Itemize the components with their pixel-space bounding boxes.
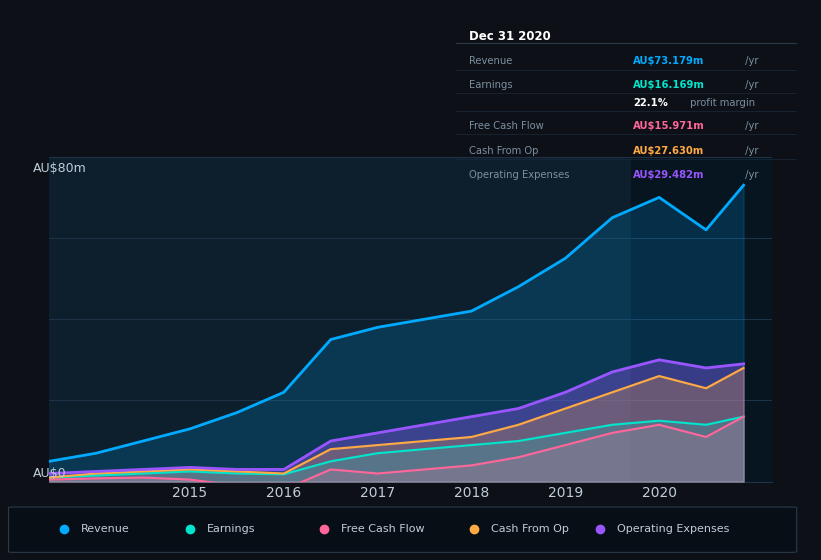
- Bar: [631, 157, 772, 482]
- FancyBboxPatch shape: [8, 507, 796, 552]
- Text: AU$0: AU$0: [33, 466, 67, 480]
- Text: Revenue: Revenue: [81, 524, 130, 534]
- Text: Earnings: Earnings: [207, 524, 255, 534]
- Text: /yr: /yr: [742, 170, 759, 180]
- Text: Operating Expenses: Operating Expenses: [617, 524, 729, 534]
- Text: Free Cash Flow: Free Cash Flow: [470, 121, 544, 131]
- Text: /yr: /yr: [742, 146, 759, 156]
- Text: /yr: /yr: [742, 57, 759, 67]
- Text: 22.1%: 22.1%: [633, 98, 667, 108]
- Text: AU$73.179m: AU$73.179m: [633, 57, 704, 67]
- Text: /yr: /yr: [742, 121, 759, 131]
- Text: Revenue: Revenue: [470, 57, 512, 67]
- Text: AU$15.971m: AU$15.971m: [633, 121, 704, 131]
- Text: AU$80m: AU$80m: [33, 161, 86, 175]
- Text: Free Cash Flow: Free Cash Flow: [342, 524, 424, 534]
- Text: AU$29.482m: AU$29.482m: [633, 170, 704, 180]
- Text: /yr: /yr: [742, 80, 759, 90]
- Text: AU$16.169m: AU$16.169m: [633, 80, 704, 90]
- Text: Dec 31 2020: Dec 31 2020: [470, 30, 551, 43]
- Text: profit margin: profit margin: [687, 98, 755, 108]
- Text: Cash From Op: Cash From Op: [491, 524, 569, 534]
- Text: Cash From Op: Cash From Op: [470, 146, 539, 156]
- Text: AU$27.630m: AU$27.630m: [633, 146, 704, 156]
- Text: Operating Expenses: Operating Expenses: [470, 170, 570, 180]
- Text: Earnings: Earnings: [470, 80, 513, 90]
